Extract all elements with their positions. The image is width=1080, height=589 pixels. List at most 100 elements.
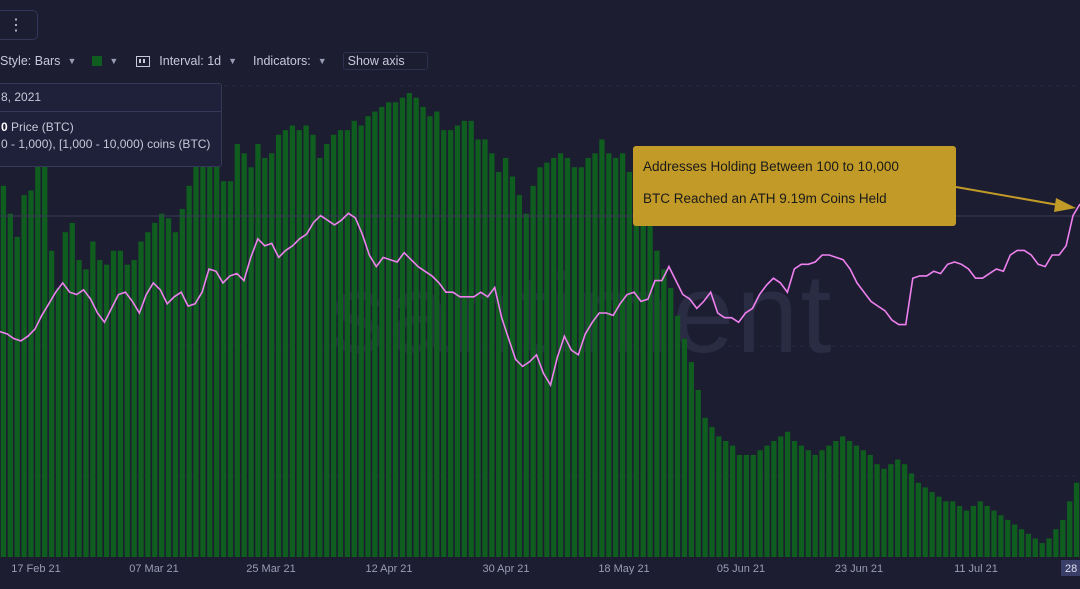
more-vertical-icon: ⋮ xyxy=(8,17,24,34)
indicators-dropdown[interactable]: Indicators: ▼ xyxy=(253,54,327,68)
bar xyxy=(757,450,763,557)
show-axis-toggle[interactable]: Show axis xyxy=(342,52,428,70)
bar xyxy=(214,153,220,557)
bar xyxy=(1012,524,1018,557)
bar xyxy=(798,445,805,557)
chart-toolbar: Style: Bars ▼ ▼ Interval: 1d ▼ Indicator… xyxy=(0,50,428,72)
style-dropdown[interactable]: Style: Bars ▼ xyxy=(0,54,76,68)
tooltip-holders-row: 0 - 1,000), [1,000 - 10,000) coins (BTC) xyxy=(1,137,211,151)
bar xyxy=(606,153,612,557)
bar xyxy=(0,185,7,558)
bar xyxy=(764,445,770,557)
bar xyxy=(234,144,240,558)
bar xyxy=(468,120,474,557)
bar xyxy=(695,389,701,557)
x-tick-label: 25 Mar 21 xyxy=(246,563,296,575)
bar xyxy=(977,501,983,557)
bar xyxy=(62,232,68,557)
bar xyxy=(186,185,192,558)
bar xyxy=(220,181,227,557)
bar xyxy=(399,97,406,557)
bar xyxy=(152,222,158,558)
bar xyxy=(654,250,660,557)
bar xyxy=(743,454,750,557)
bar xyxy=(688,362,694,557)
bar xyxy=(248,167,254,558)
interval-dropdown[interactable]: Interval: 1d ▼ xyxy=(136,54,237,68)
bar xyxy=(42,148,48,557)
bar xyxy=(97,260,103,557)
bar xyxy=(853,445,860,557)
bar xyxy=(544,162,550,557)
bar xyxy=(633,190,639,557)
menu-button[interactable]: ⋮ xyxy=(0,10,38,40)
bar xyxy=(922,487,928,557)
bar xyxy=(379,106,385,558)
bar xyxy=(434,111,440,557)
bar xyxy=(888,464,894,557)
bar xyxy=(558,153,564,557)
bar xyxy=(819,450,825,557)
bar xyxy=(509,176,516,557)
bar xyxy=(165,218,172,557)
bar xyxy=(179,209,185,557)
x-tick-label: 07 Mar 21 xyxy=(129,563,179,575)
annotation-line-1: Addresses Holding Between 100 to 10,000 xyxy=(643,159,899,174)
bar xyxy=(200,139,206,557)
bar xyxy=(330,134,337,557)
bar xyxy=(83,269,89,557)
x-tick-label: 05 Jun 21 xyxy=(717,563,765,575)
bar xyxy=(1067,501,1073,557)
color-dropdown[interactable]: ▼ xyxy=(92,56,118,66)
chevron-down-icon: ▼ xyxy=(228,56,238,66)
bar xyxy=(895,459,901,557)
bar xyxy=(372,111,378,557)
tooltip-price-row: 0 Price (BTC) xyxy=(0,120,221,134)
bar xyxy=(674,315,681,557)
bar xyxy=(805,450,811,557)
color-swatch xyxy=(92,56,103,66)
bar xyxy=(262,157,268,557)
bar xyxy=(840,436,846,557)
bar xyxy=(736,454,743,557)
bar xyxy=(950,501,956,557)
bar xyxy=(289,125,295,557)
bar xyxy=(124,264,130,557)
bar xyxy=(998,515,1004,557)
bar xyxy=(351,120,357,557)
bar xyxy=(337,130,344,557)
bar xyxy=(28,190,34,557)
bar xyxy=(1073,482,1080,557)
bar xyxy=(14,236,20,557)
bar xyxy=(702,417,708,557)
bar xyxy=(901,464,908,557)
bar xyxy=(461,120,467,557)
bar xyxy=(482,139,488,557)
bar xyxy=(502,157,509,557)
bar xyxy=(207,148,213,557)
chevron-down-icon: ▼ xyxy=(317,56,327,66)
bar xyxy=(310,134,316,557)
tooltip-date: 8, 2021 xyxy=(0,84,221,112)
x-tick-label: 28 xyxy=(1065,563,1077,575)
bar xyxy=(1039,543,1045,557)
bar xyxy=(530,185,536,558)
bar xyxy=(496,171,502,557)
bar xyxy=(785,431,791,557)
bar xyxy=(668,287,674,557)
bar xyxy=(406,93,412,557)
bar xyxy=(846,441,853,557)
bar xyxy=(392,102,399,557)
bar xyxy=(908,473,915,557)
bar xyxy=(716,436,722,557)
bar xyxy=(275,134,282,557)
bar xyxy=(475,139,481,557)
bar xyxy=(826,445,832,557)
bar xyxy=(599,139,605,557)
bar xyxy=(709,427,715,557)
x-tick-highlight xyxy=(1061,560,1080,576)
bar xyxy=(943,501,949,557)
chevron-down-icon: ▼ xyxy=(109,56,119,66)
bar xyxy=(145,232,151,557)
